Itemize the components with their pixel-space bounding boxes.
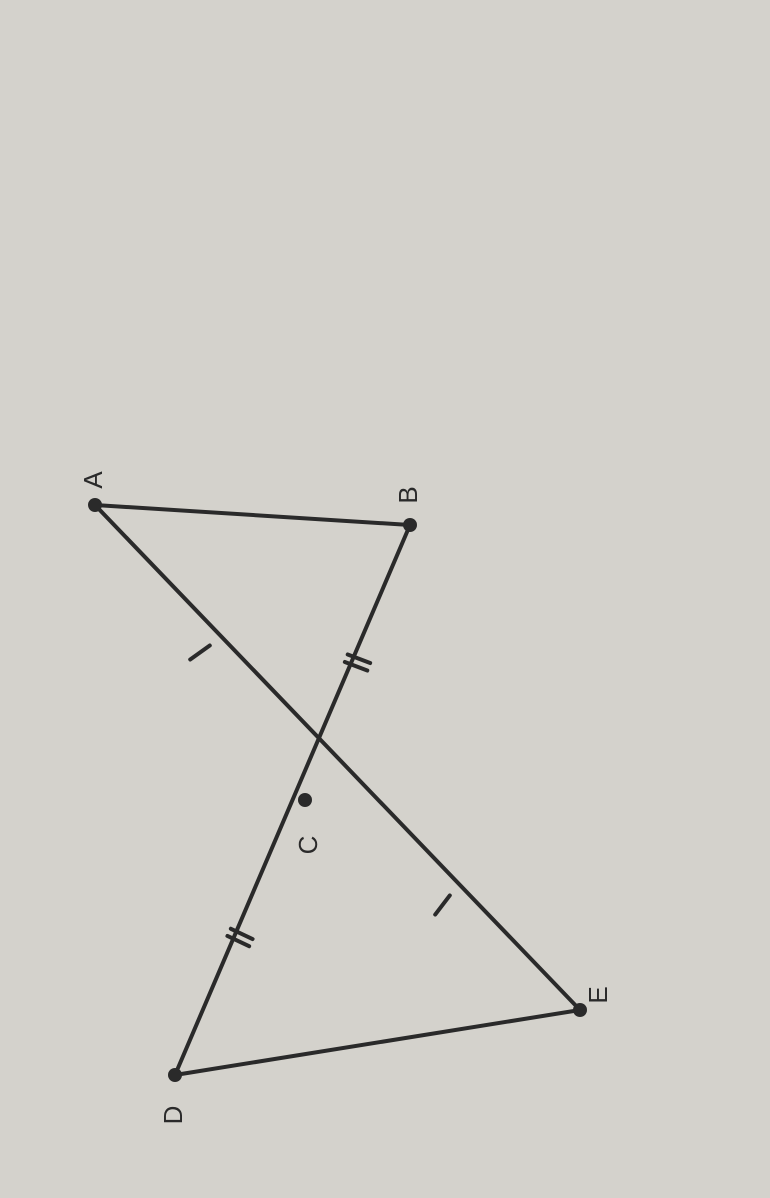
vertices <box>88 498 587 1082</box>
edge-DE <box>175 1010 580 1075</box>
tick-mark <box>190 646 210 660</box>
tick-mark <box>435 895 450 914</box>
vertex-E <box>573 1003 587 1017</box>
label-D: D <box>158 1106 188 1125</box>
label-B: B <box>393 486 423 503</box>
geometry-diagram: A B C D E <box>0 0 770 1198</box>
edge-AB <box>95 505 410 525</box>
label-A: A <box>78 471 108 489</box>
vertex-D <box>168 1068 182 1082</box>
edges <box>95 505 580 1075</box>
vertex-C <box>298 793 312 807</box>
label-E: E <box>583 986 613 1003</box>
edge-BD <box>175 525 410 1075</box>
tick-marks <box>190 646 450 947</box>
vertex-A <box>88 498 102 512</box>
vertex-B <box>403 518 417 532</box>
edge-AE <box>95 505 580 1010</box>
label-C: C <box>293 836 323 855</box>
